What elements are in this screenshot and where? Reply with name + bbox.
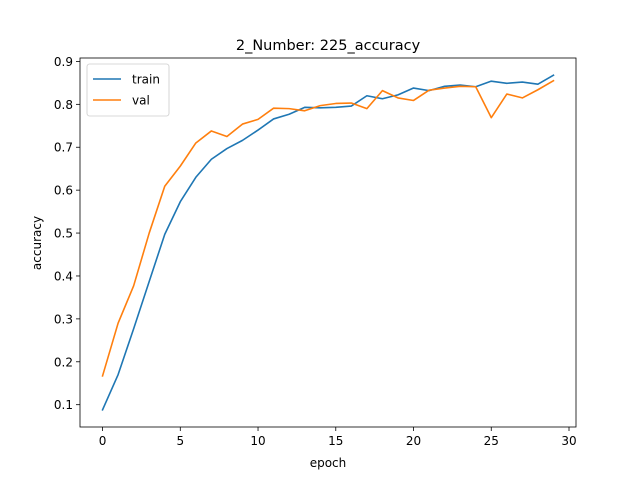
y-tick-label: 0.8 (54, 98, 73, 112)
x-tick-label: 30 (561, 434, 576, 448)
legend-box (86, 63, 170, 117)
y-tick-label: 0.5 (54, 227, 73, 241)
y-tick-label: 0.1 (54, 398, 73, 412)
ticks-layer: 0 5 10 15 20 25 30 0.1 0.2 0.3 0.4 0.5 0.6 0.7 0.8 0.9 (54, 55, 577, 448)
chart-title: 2_Number: 225_accuracy (236, 38, 421, 54)
y-tick-label: 0.6 (54, 184, 73, 198)
x-tick-label: 10 (250, 434, 265, 448)
axes-frame (79, 57, 577, 428)
legend-label-train: train (132, 73, 160, 87)
x-axis-label: epoch (310, 456, 347, 470)
y-axis-label: accuracy (30, 216, 44, 270)
series-layer (101, 74, 555, 411)
series-line-train (101, 74, 555, 411)
x-tick-label: 20 (406, 434, 421, 448)
y-tick-label: 0.7 (54, 141, 73, 155)
legend: train val (86, 63, 170, 117)
series-line-val (101, 79, 555, 377)
y-tick-label: 0.4 (54, 269, 73, 283)
y-tick-label: 0.3 (54, 312, 73, 326)
y-tick-label: 0.2 (54, 355, 73, 369)
x-tick-label: 25 (484, 434, 499, 448)
x-tick-label: 0 (99, 434, 107, 448)
y-tick-label: 0.9 (54, 55, 73, 69)
x-tick-label: 15 (328, 434, 343, 448)
x-tick-label: 5 (176, 434, 184, 448)
legend-label-val: val (132, 94, 150, 108)
